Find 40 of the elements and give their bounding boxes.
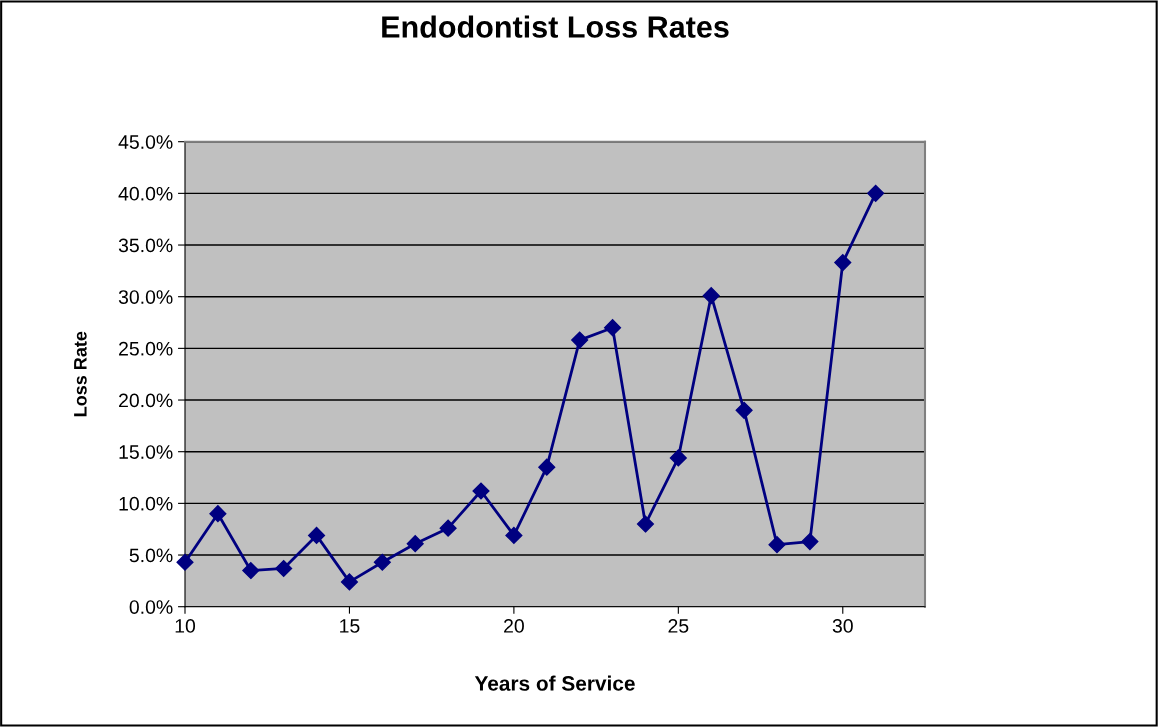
x-tick-label: 25 xyxy=(668,619,689,633)
y-tick-label: 35.0% xyxy=(118,238,173,253)
y-tick-label: 25.0% xyxy=(119,341,173,356)
point xyxy=(702,287,720,305)
point xyxy=(176,553,194,571)
y-tick-label: 40.0% xyxy=(118,186,173,201)
y-tick-label: 20.0% xyxy=(119,393,173,408)
point xyxy=(604,319,622,337)
point xyxy=(768,536,786,554)
point xyxy=(735,401,753,419)
y-tick-label: 30.0% xyxy=(118,290,173,304)
point xyxy=(867,184,885,202)
point xyxy=(505,526,523,544)
y-axis-title: Loss Rate xyxy=(74,331,87,417)
point xyxy=(406,535,424,553)
point xyxy=(275,559,293,578)
point xyxy=(636,515,654,533)
point xyxy=(538,458,556,476)
x-tick-label: 20 xyxy=(504,619,524,633)
x-tick-label: 15 xyxy=(340,619,360,633)
point xyxy=(209,505,227,523)
point xyxy=(801,533,819,551)
point xyxy=(340,573,358,591)
point xyxy=(834,254,852,272)
y-tick-label: 0.0% xyxy=(129,600,173,614)
y-tick-label: 15.0% xyxy=(119,445,173,459)
point xyxy=(669,449,687,467)
y-tick-label: 5.0% xyxy=(129,548,173,563)
point xyxy=(472,482,490,500)
point xyxy=(308,526,326,544)
x-tick-label: 30 xyxy=(832,619,853,633)
x-tick-label: 10 xyxy=(175,619,196,633)
point xyxy=(242,561,260,580)
x-axis-title: Years of Service xyxy=(474,675,635,691)
point xyxy=(439,519,457,537)
y-tick-label: 10.0% xyxy=(119,496,173,511)
point xyxy=(571,331,589,349)
point xyxy=(373,553,391,571)
y-tick-label: 45.0% xyxy=(118,135,173,149)
chart-title: Endodontist Loss Rates xyxy=(382,15,729,38)
